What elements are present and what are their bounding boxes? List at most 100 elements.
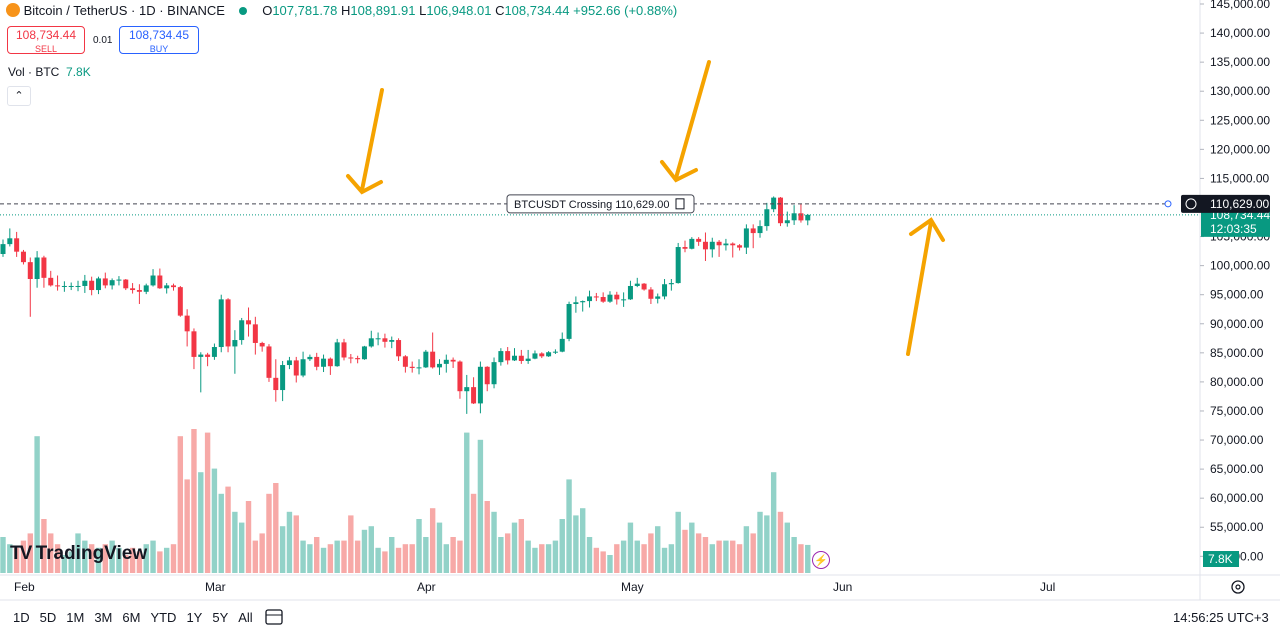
volume-bar xyxy=(136,551,143,573)
volume-badge-label: 7.8K xyxy=(1208,552,1233,566)
candle-body xyxy=(580,301,586,303)
range-button[interactable]: 5Y xyxy=(212,610,229,625)
candle-body xyxy=(184,315,190,332)
volume-bar xyxy=(402,544,409,573)
volume-bar xyxy=(750,533,756,573)
arrow xyxy=(906,220,933,356)
volume-bar xyxy=(293,515,299,573)
volume-bar xyxy=(429,508,436,573)
volume-bar xyxy=(382,551,388,573)
candle-body xyxy=(327,358,333,367)
volume-bar xyxy=(470,493,477,573)
volume-bar xyxy=(504,533,511,573)
alert-price-label: 110,629.00 xyxy=(1210,197,1269,211)
arrow xyxy=(360,88,384,192)
range-button[interactable]: 6M xyxy=(122,610,141,625)
time-label: Jun xyxy=(833,580,852,594)
volume-bar xyxy=(682,529,688,573)
lightning-icon[interactable]: ⚡ xyxy=(812,551,830,569)
volume-bar xyxy=(191,429,197,573)
range-button[interactable]: 5D xyxy=(39,610,57,625)
candle-body xyxy=(102,278,108,286)
candle-body xyxy=(280,365,286,391)
candle-body xyxy=(355,358,361,360)
annotation-arrows xyxy=(346,60,945,356)
buy-button[interactable]: 108,734.45 BUY xyxy=(119,26,199,54)
range-button[interactable]: 1Y xyxy=(186,610,203,625)
candle-body xyxy=(225,299,231,347)
collapse-button[interactable]: ⌃ xyxy=(7,86,31,106)
candle-body xyxy=(143,285,149,292)
alert-handle xyxy=(1164,200,1172,208)
date-range-icon[interactable] xyxy=(265,609,283,625)
volume-bar xyxy=(607,555,613,573)
volume-bar xyxy=(27,533,33,573)
tradingview-logo: TV TradingView xyxy=(10,543,148,564)
volume-bar xyxy=(757,511,763,573)
range-button[interactable]: 3M xyxy=(94,610,113,625)
volume-bar xyxy=(798,544,804,573)
candle-body xyxy=(627,285,633,300)
volume-bar xyxy=(300,540,306,573)
y-tick-label: 95,000.00 xyxy=(1210,288,1264,302)
volume-bar xyxy=(54,544,61,573)
price-axis-bg xyxy=(1200,0,1280,575)
candle-body xyxy=(436,363,442,368)
buy-label: BUY xyxy=(149,44,169,54)
candle-body xyxy=(737,245,743,248)
range-button[interactable]: 1D xyxy=(13,610,30,625)
volume-bar xyxy=(211,468,218,573)
candle-body xyxy=(293,360,299,376)
volume-bar xyxy=(307,544,313,573)
candle-body xyxy=(321,358,327,367)
volume-bar xyxy=(545,544,552,573)
volume-bar xyxy=(82,540,88,573)
sell-label: SELL xyxy=(34,44,58,54)
candle-body xyxy=(423,351,429,368)
range-button[interactable]: YTD xyxy=(150,610,177,625)
volume-bar xyxy=(443,544,449,573)
candle-body xyxy=(668,283,674,285)
volume-bar xyxy=(791,537,797,573)
settings-icon[interactable] xyxy=(1231,580,1245,594)
volume-bar xyxy=(620,540,627,573)
candle-body xyxy=(505,351,511,361)
time-label: Jul xyxy=(1040,580,1055,594)
candle-body xyxy=(136,290,142,292)
candle-body xyxy=(20,251,26,263)
volume-bar xyxy=(573,515,579,573)
volume-bar xyxy=(286,511,293,573)
volume-bar xyxy=(184,479,190,573)
volume-bar xyxy=(689,522,695,573)
time-label: Apr xyxy=(417,580,436,594)
volume-bar xyxy=(723,540,729,573)
volume-bar xyxy=(7,544,13,573)
candle-body xyxy=(450,359,456,362)
candle-body xyxy=(314,356,320,367)
volume-bar xyxy=(143,544,149,573)
candle-body xyxy=(457,361,463,392)
candle-body xyxy=(443,359,449,364)
candle-body xyxy=(532,353,538,359)
candle-body xyxy=(593,296,599,298)
sell-button[interactable]: 108,734.44 SELL xyxy=(7,26,85,54)
range-button[interactable]: 1M xyxy=(66,610,85,625)
add-alert-icon[interactable] xyxy=(1185,198,1197,210)
candle-body xyxy=(498,351,504,363)
range-button[interactable]: All xyxy=(238,610,253,625)
candle-body xyxy=(266,346,272,378)
arrow xyxy=(674,60,711,180)
volume-bar xyxy=(661,547,668,573)
volume-bar xyxy=(232,511,238,573)
volume-legend: Vol · BTC 7.8K xyxy=(8,65,91,79)
delete-icon[interactable] xyxy=(675,198,685,210)
candle-body xyxy=(614,294,620,300)
volume-bar xyxy=(777,511,784,573)
volume-bar xyxy=(75,533,81,573)
candle-body xyxy=(764,209,770,227)
candle-body xyxy=(157,275,163,289)
candle-body xyxy=(82,280,88,286)
volume-bar xyxy=(641,544,647,573)
l-label: L xyxy=(419,3,427,18)
